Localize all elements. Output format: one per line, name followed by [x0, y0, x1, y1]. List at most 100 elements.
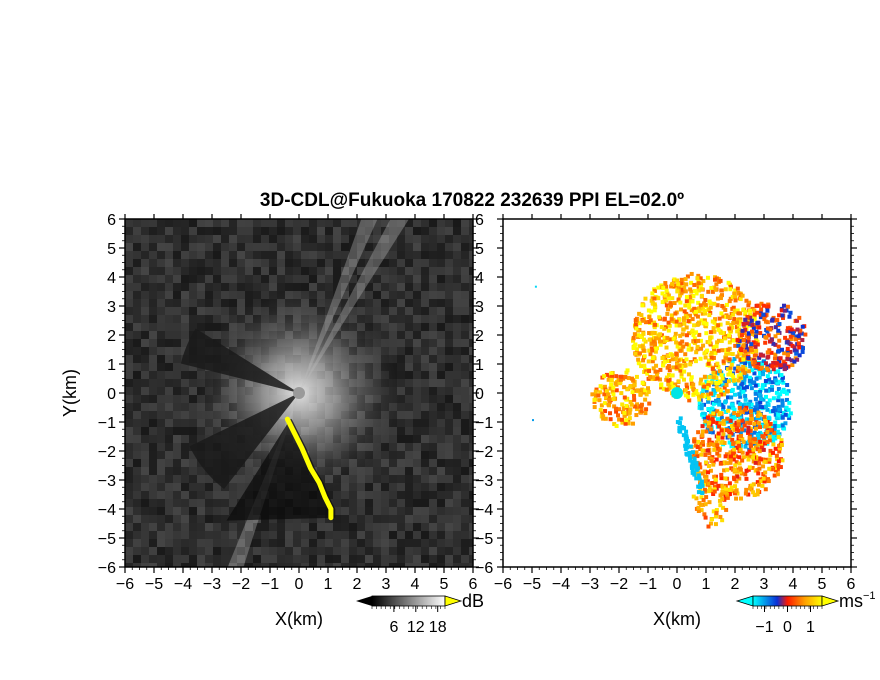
velocity-cell	[724, 452, 729, 457]
noise-cell	[269, 259, 277, 267]
velocity-cell	[732, 477, 737, 482]
noise-cell	[341, 523, 349, 531]
velocity-cell	[778, 415, 783, 420]
noise-cell	[405, 363, 413, 371]
noise-cell	[397, 251, 405, 259]
noise-cell	[125, 507, 133, 515]
velocity-cell	[672, 301, 677, 306]
velocity-cell	[765, 440, 770, 445]
velocity-cell	[689, 280, 694, 285]
noise-cell	[221, 507, 229, 515]
noise-cell	[125, 411, 133, 419]
noise-cell	[229, 555, 237, 563]
noise-cell	[165, 563, 173, 567]
noise-cell	[133, 467, 141, 475]
velocity-cell	[706, 481, 711, 486]
noise-cell	[453, 419, 461, 427]
noise-cell	[197, 547, 205, 555]
velocity-cell	[677, 363, 682, 368]
noise-cell	[309, 275, 317, 283]
velocity-cell	[706, 289, 711, 294]
noise-cell	[405, 435, 413, 443]
velocity-cell	[723, 454, 728, 459]
velocity-cell	[686, 347, 691, 352]
velocity-cell	[684, 299, 689, 304]
noise-cell	[229, 499, 237, 507]
noise-cell	[213, 555, 221, 563]
noise-cell	[397, 363, 405, 371]
noise-cell	[445, 499, 453, 507]
noise-cell	[389, 475, 397, 483]
x-tick-label: −4	[552, 576, 570, 593]
velocity-cell	[675, 289, 680, 294]
noise-cell	[261, 523, 269, 531]
velocity-cell	[676, 297, 681, 302]
noise-cell	[413, 387, 421, 395]
velocity-cell	[757, 366, 762, 371]
noise-cell	[413, 451, 421, 459]
velocity-cell	[731, 489, 736, 494]
noise-cell	[133, 243, 141, 251]
velocity-cell	[685, 274, 690, 279]
noise-cell	[453, 243, 461, 251]
noise-cell	[149, 523, 157, 531]
noise-cell	[397, 283, 405, 291]
noise-cell	[197, 467, 205, 475]
velocity-cell	[664, 284, 669, 289]
velocity-cell	[616, 377, 621, 382]
noise-cell	[277, 531, 285, 539]
noise-cell	[141, 563, 149, 567]
velocity-cell	[718, 278, 723, 283]
velocity-cell	[745, 453, 750, 458]
noise-cell	[269, 531, 277, 539]
noise-cell	[437, 547, 445, 555]
velocity-cell	[666, 382, 671, 387]
noise-cell	[445, 387, 453, 395]
noise-cell	[349, 507, 357, 515]
velocity-cell	[705, 427, 710, 432]
noise-cell	[381, 467, 389, 475]
noise-cell	[469, 555, 473, 563]
velocity-cell	[618, 377, 623, 382]
noise-cell	[453, 299, 461, 307]
noise-cell	[445, 467, 453, 475]
noise-cell	[453, 219, 461, 227]
velocity-cell	[713, 277, 718, 282]
noise-cell	[181, 411, 189, 419]
noise-cell	[149, 251, 157, 259]
noise-cell	[365, 467, 373, 475]
noise-cell	[413, 251, 421, 259]
noise-cell	[437, 331, 445, 339]
noise-cell	[357, 523, 365, 531]
noise-cell	[237, 483, 245, 491]
noise-cell	[333, 227, 341, 235]
velocity-cell	[773, 412, 778, 417]
x-tick-label: 1	[702, 576, 711, 593]
noise-cell	[413, 443, 421, 451]
noise-cell	[373, 267, 381, 275]
velocity-cell	[757, 375, 762, 380]
noise-cell	[181, 435, 189, 443]
velocity-cell	[696, 394, 701, 399]
noise-cell	[405, 443, 413, 451]
noise-cell	[389, 299, 397, 307]
noise-cell	[421, 499, 429, 507]
noise-cell	[397, 467, 405, 475]
noise-cell	[157, 427, 165, 435]
velocity-cell	[781, 380, 786, 385]
noise-cell	[125, 307, 133, 315]
velocity-cell	[611, 396, 616, 401]
noise-cell	[357, 555, 365, 563]
velocity-cell	[714, 486, 719, 491]
noise-cell	[149, 547, 157, 555]
velocity-cell	[765, 364, 770, 369]
velocity-cell	[751, 482, 756, 487]
noise-cell	[157, 395, 165, 403]
noise-cell	[349, 555, 357, 563]
velocity-cell	[694, 450, 699, 455]
velocity-cell	[755, 303, 760, 308]
noise-cell	[317, 227, 325, 235]
noise-cell	[309, 235, 317, 243]
velocity-cell	[635, 402, 640, 407]
noise-cell	[397, 331, 405, 339]
